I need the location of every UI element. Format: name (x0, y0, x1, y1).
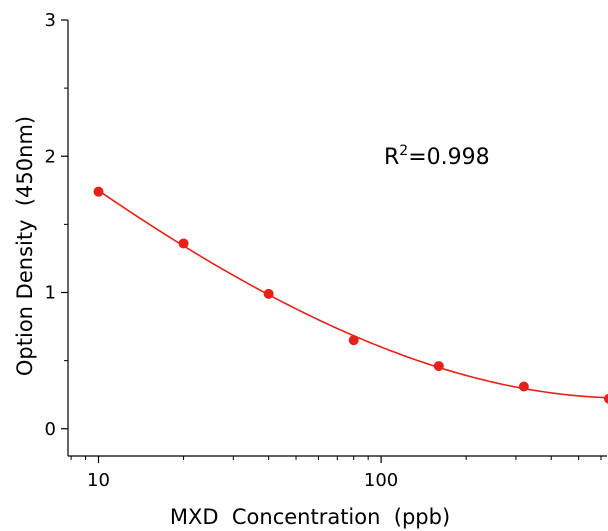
data-point (348, 335, 359, 346)
y-tick-label: 3 (45, 10, 56, 31)
x-tick-label: 100 (364, 470, 398, 491)
y-tick-label: 1 (45, 283, 56, 304)
y-tick-label: 2 (45, 146, 56, 167)
x-axis-label: MXD Concentration (ppb) (170, 505, 450, 529)
data-points (93, 186, 608, 404)
data-point (178, 238, 189, 249)
r-squared-annotation: R2=0.998 (384, 143, 490, 170)
x-tick-label: 10 (87, 470, 110, 491)
data-point (263, 288, 274, 299)
r-squared-prefix: R (384, 145, 399, 170)
y-tick-label: 0 (45, 419, 56, 440)
data-point (518, 381, 529, 392)
data-point (93, 186, 104, 197)
r-squared-value: =0.998 (408, 145, 489, 170)
r-squared-superscript: 2 (399, 143, 408, 159)
data-point (603, 393, 608, 404)
fit-curve (98, 189, 608, 399)
data-point (433, 361, 444, 372)
axes: 0 1 2 3 10 100 (45, 10, 607, 491)
y-axis-label: Option Density (450nm) (13, 116, 37, 376)
